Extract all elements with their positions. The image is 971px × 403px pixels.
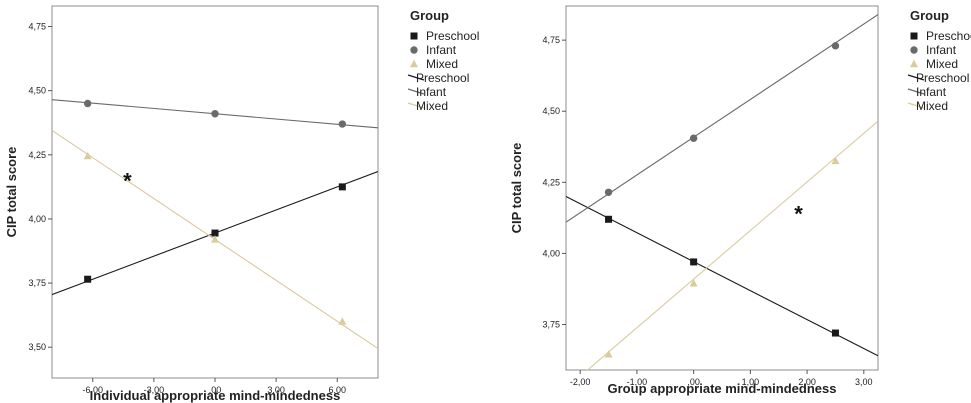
- legend-label: Preschool: [426, 29, 479, 43]
- legend-label: Preschool: [926, 29, 971, 43]
- y-tick-label: 4,75: [542, 35, 560, 45]
- y-tick-label: 4,75: [28, 22, 46, 32]
- y-tick-label: 4,25: [542, 177, 560, 187]
- point-preschool: [690, 258, 698, 266]
- chart-panel-2: 3,75 4,00 4,25 4,50 4,75 -2,00 -1,00 ,00 1,00 2,0…: [509, 5, 971, 396]
- point-mixed: [689, 279, 698, 287]
- y-tick-label: 4,00: [542, 248, 560, 258]
- y-tick-label: 4,00: [28, 214, 46, 224]
- y-tick-label: 3,75: [28, 278, 46, 288]
- legend-label: Mixed: [926, 57, 958, 71]
- legend-label: Infant: [916, 85, 947, 99]
- x-tick-label: -1,00: [627, 377, 648, 387]
- y-axis-title: CIP total score: [4, 147, 19, 238]
- legend-line-preschool: [907, 74, 925, 81]
- y-tick-label: 3,75: [542, 320, 560, 330]
- point-mixed: [211, 235, 219, 243]
- legend-line-preschool: [407, 74, 425, 81]
- plot-frame: [51, 5, 379, 379]
- x-tick-label: -2,00: [570, 377, 591, 387]
- y-tick-label: 4,50: [542, 106, 560, 116]
- legend-line-infant: [907, 88, 925, 95]
- point-infant: [338, 120, 347, 128]
- fit-line-preschool: [566, 196, 878, 357]
- legend-label: Mixed: [416, 99, 448, 113]
- x-tick-label: 3,00: [267, 385, 285, 395]
- x-tick-label: 3,00: [855, 377, 873, 387]
- fit-line-mixed: [586, 120, 878, 370]
- legend-label: Infant: [416, 85, 447, 99]
- x-tick-label: 2,00: [798, 377, 816, 387]
- legend-marker-mixed: [910, 59, 918, 68]
- point-preschool: [84, 275, 92, 283]
- point-preschool: [211, 229, 219, 237]
- legend-line-mixed: [907, 102, 925, 109]
- point-preschool: [605, 215, 613, 223]
- legend-label: Preschool: [416, 71, 469, 85]
- legend-title: Group: [910, 8, 949, 23]
- point-preschool: [831, 329, 839, 337]
- significance-asterisk: *: [123, 168, 132, 193]
- point-mixed: [604, 350, 613, 358]
- point-infant: [83, 99, 92, 108]
- y-tick-label: 3,50: [28, 342, 46, 352]
- legend-label: Mixed: [426, 57, 458, 71]
- point-preschool: [338, 183, 346, 191]
- legend-marker-preschool: [910, 32, 918, 40]
- legend-line-mixed: [407, 102, 425, 109]
- y-axis-title: CIP total score: [509, 143, 524, 234]
- legend-label: Infant: [926, 43, 957, 57]
- point-mixed: [338, 317, 347, 325]
- legend-marker-mixed: [410, 59, 418, 68]
- y-tick-label: 4,50: [28, 86, 46, 96]
- fit-line-infant: [566, 14, 878, 223]
- legend-marker-preschool: [410, 32, 418, 40]
- x-axis-title: Individual appropriate mind-mindedness: [90, 388, 341, 403]
- x-tick-label: -6,00: [82, 385, 103, 395]
- y-tick-label: 4,25: [28, 150, 46, 160]
- significance-asterisk: *: [794, 202, 803, 227]
- point-infant: [689, 134, 698, 142]
- chart-panel-1: 3,50 3,75 4,00 4,25 4,50 4,75 -6,00 -3,00 ,00 3,0…: [4, 5, 479, 403]
- legend-marker-infant: [410, 46, 418, 54]
- point-infant: [211, 110, 219, 118]
- legend-label: Infant: [426, 43, 457, 57]
- x-tick-label: 1,00: [742, 377, 760, 387]
- point-mixed: [831, 156, 840, 165]
- x-tick-label: -3,00: [144, 385, 165, 395]
- x-tick-label: 6,00: [328, 385, 346, 395]
- legend-title: Group: [410, 8, 449, 23]
- point-infant: [831, 42, 840, 50]
- x-axis-title: Group appropriate mind-mindedness: [608, 381, 837, 396]
- point-mixed: [83, 151, 92, 160]
- legend-line-infant: [407, 88, 425, 95]
- plot-frame: [565, 5, 879, 371]
- legend-label: Preschool: [916, 71, 969, 85]
- legend-marker-infant: [910, 46, 918, 54]
- x-tick-label: ,00: [687, 377, 700, 387]
- point-infant: [604, 188, 613, 196]
- x-tick-label: ,00: [209, 385, 222, 395]
- legend-label: Mixed: [916, 99, 948, 113]
